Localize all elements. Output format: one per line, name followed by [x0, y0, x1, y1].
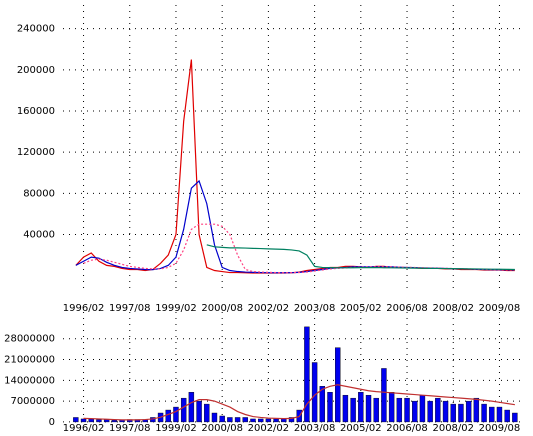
bar	[288, 417, 295, 423]
bar	[350, 397, 356, 423]
x-tick-label: 2009/08	[479, 423, 521, 434]
bar	[304, 326, 310, 423]
bar	[512, 412, 518, 423]
bar	[365, 394, 372, 423]
x-tick-label: 2008/02	[432, 303, 474, 314]
bar	[327, 392, 333, 423]
bar	[504, 409, 510, 423]
x-tick-label: 1996/02	[63, 303, 105, 314]
bar	[111, 419, 118, 423]
bar	[481, 403, 487, 423]
bar	[381, 368, 387, 423]
bar	[250, 418, 256, 423]
bar	[173, 406, 179, 423]
bar	[458, 403, 464, 423]
x-tick-label: 2002/02	[248, 423, 290, 434]
series-line	[83, 384, 515, 421]
bar	[450, 403, 456, 423]
bar	[234, 417, 241, 423]
x-tick-label: 1997/08	[109, 303, 151, 314]
bar	[196, 400, 202, 423]
bar	[242, 417, 248, 423]
bar	[165, 409, 171, 423]
x-tick-label: 2005/02	[340, 303, 382, 314]
x-tick-label: 1997/08	[109, 423, 151, 434]
bar	[180, 397, 187, 423]
bar	[188, 392, 195, 423]
series-line	[83, 223, 515, 274]
bar	[358, 392, 364, 423]
bar	[265, 418, 272, 423]
y-tick-label: 7000000	[10, 396, 55, 407]
bar	[373, 397, 379, 423]
y-tick-label: 21000000	[4, 355, 55, 366]
bar	[88, 418, 94, 423]
bar	[388, 392, 395, 423]
bar	[435, 397, 441, 423]
x-tick-label: 2005/02	[340, 423, 382, 434]
x-tick-label: 2006/08	[386, 303, 428, 314]
bar	[442, 400, 449, 423]
bar	[465, 400, 472, 423]
bar	[219, 415, 225, 423]
x-tick-label: 2008/02	[432, 423, 474, 434]
y-tick-label: 14000000	[4, 375, 55, 386]
x-tick-label: 1999/02	[155, 303, 197, 314]
bar	[489, 406, 495, 423]
bar	[342, 394, 349, 423]
bar	[496, 406, 503, 423]
bar	[211, 412, 218, 423]
y-tick-label: 120000	[17, 147, 55, 158]
bar	[204, 403, 210, 423]
y-tick-label: 28000000	[4, 334, 55, 345]
y-tick-label: 80000	[23, 188, 55, 199]
y-tick-label: 160000	[17, 106, 55, 117]
series-line	[206, 244, 515, 271]
bar	[473, 397, 480, 423]
x-tick-label: 1996/02	[63, 423, 105, 434]
x-tick-label: 2002/02	[248, 303, 290, 314]
y-tick-label: 240000	[17, 24, 55, 35]
y-tick-label: 200000	[17, 65, 55, 76]
x-tick-label: 2003/08	[294, 423, 336, 434]
bar	[396, 397, 403, 423]
bar	[96, 419, 102, 423]
bar	[73, 417, 79, 423]
bar	[227, 417, 233, 423]
series-line	[75, 179, 515, 274]
bar	[427, 400, 433, 423]
x-tick-label: 2009/08	[479, 303, 521, 314]
bar	[257, 418, 264, 423]
x-tick-label: 2000/08	[201, 303, 243, 314]
bar	[404, 397, 410, 423]
series-line	[75, 59, 515, 274]
bar	[412, 400, 418, 423]
x-tick-label: 2006/08	[386, 423, 428, 434]
x-tick-label: 1999/02	[155, 423, 197, 434]
bar	[311, 362, 318, 423]
bar	[319, 386, 326, 423]
bar	[80, 418, 87, 423]
bar	[419, 394, 426, 423]
x-tick-label: 2000/08	[201, 423, 243, 434]
x-tick-label: 2003/08	[294, 303, 336, 314]
bar	[273, 418, 279, 423]
y-tick-label: 40000	[23, 229, 55, 240]
y-tick-label: 0	[49, 417, 55, 428]
